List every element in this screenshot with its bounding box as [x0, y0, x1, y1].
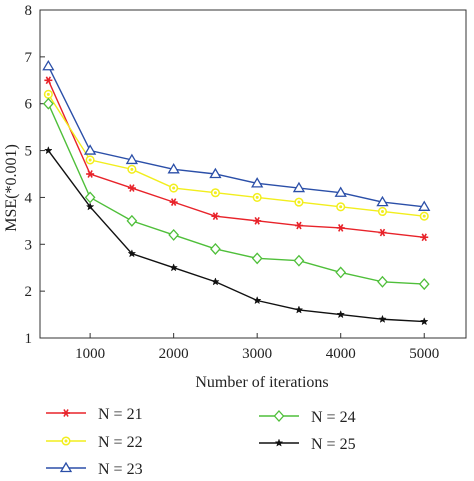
- data-point: [419, 211, 429, 221]
- data-point: [86, 170, 95, 178]
- data-point: [210, 242, 221, 255]
- legend-label: N = 25: [311, 436, 356, 453]
- y-tick-label: 4: [25, 190, 33, 206]
- data-point: [292, 181, 306, 193]
- data-point: [85, 202, 95, 211]
- data-point: [125, 153, 139, 165]
- series-n=23: [42, 59, 431, 211]
- data-point: [418, 200, 431, 211]
- data-point: [169, 183, 179, 193]
- data-point: [209, 167, 222, 179]
- data-point: [294, 305, 304, 314]
- series-n=24: [42, 97, 430, 291]
- data-point: [252, 295, 262, 305]
- legend-label: N = 21: [98, 406, 143, 423]
- series-layer: [42, 59, 431, 326]
- data-point: [335, 266, 347, 279]
- data-point: [85, 155, 95, 165]
- y-tick-label: 3: [25, 237, 33, 253]
- data-point: [376, 195, 389, 207]
- data-point: [211, 212, 220, 221]
- data-point: [274, 438, 284, 447]
- x-tick-label: 1000: [75, 346, 105, 362]
- y-tick-label: 6: [25, 97, 33, 113]
- data-point: [44, 146, 53, 155]
- y-tick-label: 5: [25, 144, 33, 160]
- series-line: [47, 80, 425, 238]
- legend-item: N = 22: [46, 434, 143, 451]
- data-point: [42, 97, 54, 110]
- data-point: [378, 314, 387, 323]
- series-n=21: [44, 76, 429, 242]
- data-point: [127, 164, 137, 174]
- data-point: [169, 198, 178, 206]
- data-point: [294, 221, 303, 230]
- data-point: [294, 197, 304, 207]
- data-point: [59, 461, 73, 473]
- data-point: [377, 206, 388, 217]
- y-tick-label: 8: [25, 3, 33, 19]
- data-point: [251, 177, 264, 188]
- series-line: [47, 93, 425, 217]
- x-tick-label: 2000: [159, 346, 189, 362]
- data-point: [43, 89, 53, 99]
- y-tick-label: 1: [25, 331, 33, 347]
- plot-frame: [39, 9, 467, 339]
- data-point: [167, 163, 180, 174]
- data-point: [334, 186, 347, 197]
- data-point: [378, 228, 387, 237]
- x-tick-label: 4000: [326, 346, 356, 362]
- data-point: [127, 249, 137, 258]
- data-point: [418, 278, 430, 291]
- y-tick-label: 2: [25, 284, 33, 300]
- data-point: [62, 409, 70, 417]
- data-point: [293, 254, 305, 267]
- data-point: [83, 144, 97, 155]
- data-point: [273, 410, 285, 422]
- legend: N = 21 N = 22 N = 23 N = 24 N = 25: [46, 406, 356, 478]
- legend-item: N = 21: [46, 406, 143, 423]
- legend-label: N = 22: [98, 434, 143, 451]
- legend-item: N = 23: [46, 461, 143, 478]
- data-point: [61, 436, 71, 446]
- x-axis-label: Number of iterations: [195, 374, 328, 391]
- data-point: [253, 216, 262, 225]
- data-point: [336, 310, 345, 319]
- y-tick-label: 7: [25, 50, 33, 66]
- data-point: [211, 277, 220, 286]
- data-point: [251, 252, 263, 265]
- x-tick-label: 3000: [242, 346, 272, 362]
- y-axis-label: MSE(*0.001): [3, 144, 20, 232]
- data-point: [336, 224, 345, 232]
- legend-item: N = 25: [259, 436, 356, 453]
- data-point: [420, 233, 429, 242]
- axes: 1000 2000 3000 4000 5000 1 2 3 4 5 6 7 8: [25, 3, 467, 362]
- legend-label: N = 24: [311, 409, 356, 426]
- series-n=22: [43, 89, 429, 221]
- data-point: [419, 317, 429, 326]
- data-point: [168, 228, 180, 241]
- data-point: [252, 192, 262, 202]
- data-point: [377, 275, 388, 288]
- series-n=25: [44, 146, 429, 326]
- legend-label: N = 23: [98, 461, 143, 478]
- data-point: [84, 191, 96, 204]
- x-tick-label: 5000: [409, 346, 439, 362]
- data-point: [336, 202, 346, 212]
- data-point: [169, 263, 178, 272]
- data-point: [44, 76, 53, 85]
- series-line: [47, 103, 425, 285]
- legend-item: N = 24: [259, 409, 356, 426]
- series-line: [47, 150, 425, 323]
- data-point: [126, 214, 138, 227]
- data-point: [210, 188, 220, 198]
- series-line: [47, 65, 425, 208]
- data-point: [42, 59, 55, 71]
- data-point: [127, 184, 136, 192]
